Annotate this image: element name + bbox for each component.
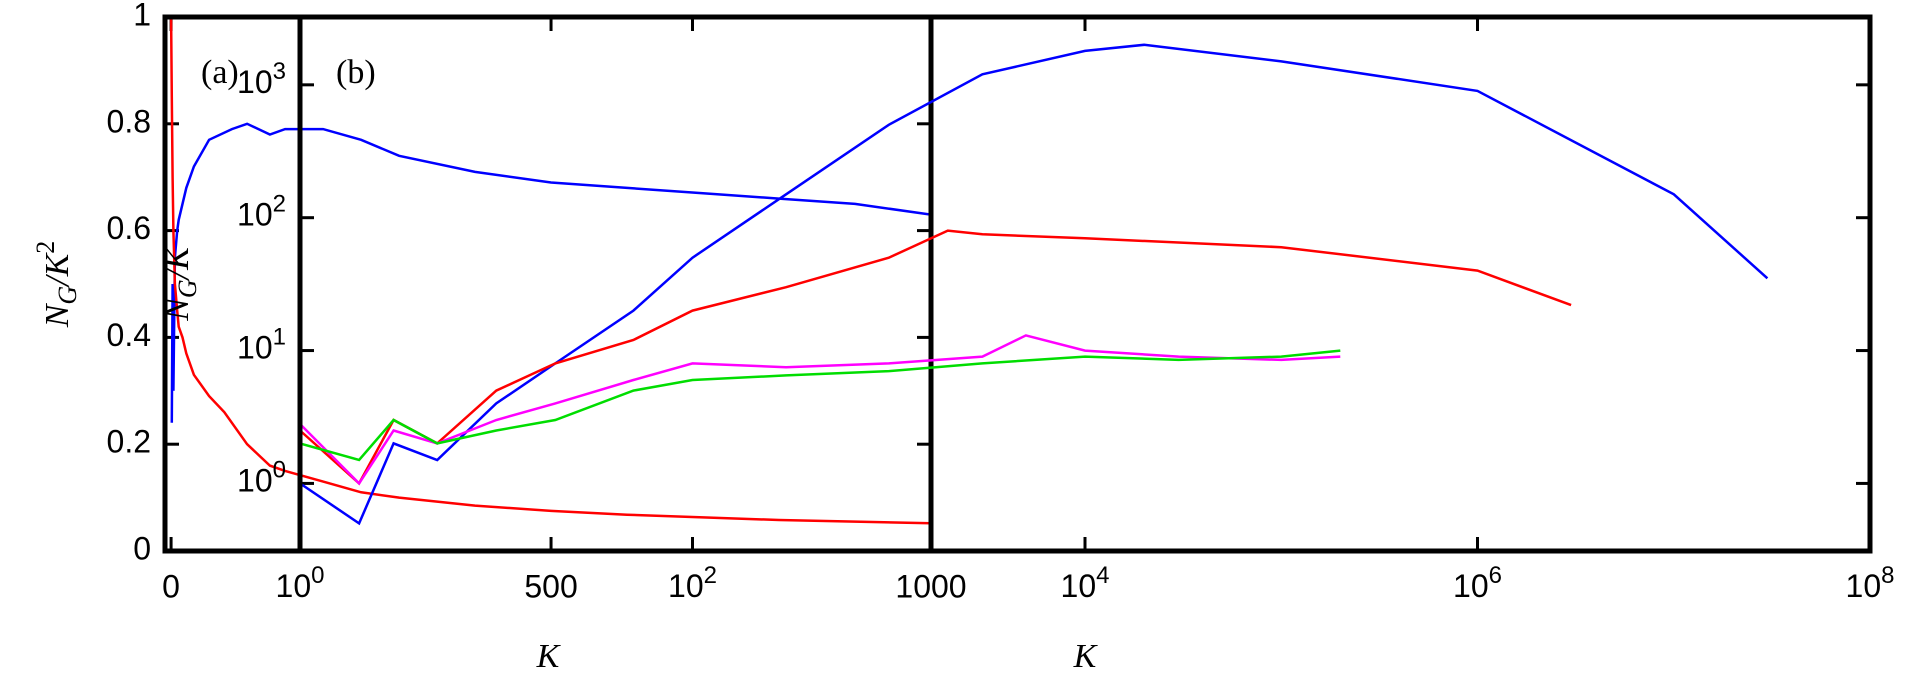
tick-label: 0 [133, 530, 151, 566]
tick-label: 1000 [895, 568, 966, 604]
panel-label: (b) [336, 54, 376, 91]
tick-label: 1 [133, 0, 151, 32]
tick-label: 0.4 [107, 317, 151, 353]
tick-label: 101 [237, 324, 286, 366]
tick-label: 103 [237, 58, 286, 100]
y-axis-label: NG/K2 [31, 241, 82, 329]
x-axis-label: K [1073, 638, 1099, 675]
tick-label: 102 [237, 191, 286, 233]
y-axis-label: NG/K [159, 245, 202, 322]
tick-label: 100 [237, 457, 286, 499]
tick-label: 106 [1453, 562, 1502, 604]
data-line [300, 334, 1341, 486]
panel-label: (a) [201, 54, 239, 91]
tick-label: 0 [162, 568, 180, 604]
data-line [169, 17, 931, 525]
data-line [170, 122, 931, 423]
data-line [300, 229, 1572, 486]
plot-frame [297, 14, 1873, 554]
plot-area [300, 43, 1769, 526]
tick-label: 102 [668, 562, 717, 604]
data-line [300, 349, 1341, 462]
tick-label: 0.6 [107, 210, 151, 246]
tick-label: 500 [524, 568, 577, 604]
tick-label: 100 [276, 562, 325, 604]
tick-label: 0.8 [107, 103, 151, 139]
tick-label: 108 [1846, 562, 1895, 604]
data-line [300, 43, 1769, 526]
plot-area [169, 17, 931, 525]
x-axis-label: K [536, 638, 562, 675]
tick-label: 104 [1061, 562, 1110, 604]
tick-label: 0.2 [107, 424, 151, 460]
